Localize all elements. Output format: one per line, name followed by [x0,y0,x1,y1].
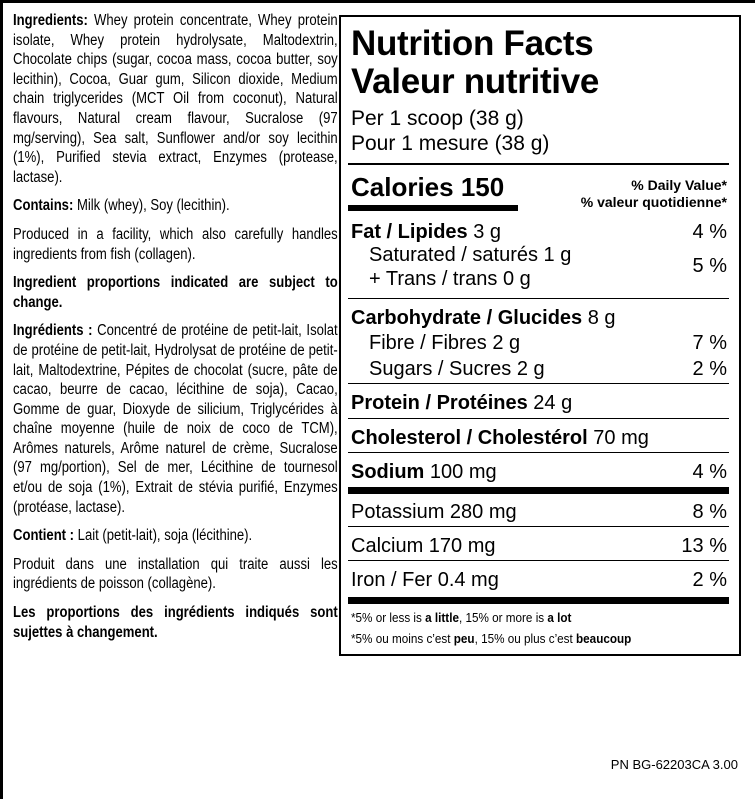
contains-fr-label: Contient : [13,527,75,545]
divider [348,383,729,384]
trans-label: + Trans / trans 0 g [369,268,531,290]
fibre-dv: 7 % [692,332,727,354]
row-protein: Protein / Protéines 24 g [351,391,727,415]
fat-amount: 3 g [467,221,502,243]
saturated-label: Saturated / saturés 1 g [369,244,572,266]
row-fibre: Fibre / Fibres 2 g 7 % [369,331,727,355]
divider [348,560,729,561]
sat-trans-dv: 5 % [692,255,727,277]
row-fat: Fat / Lipides 3 g 4 % [351,220,727,244]
foot-en-c: , 15% or more is [458,610,548,625]
divider [348,526,729,527]
nutrition-facts-panel: Nutrition Facts Valeur nutritive Per 1 s… [339,15,741,656]
iron-label: Iron / Fer 0.4 mg [351,569,499,591]
title-en: Nutrition Facts [351,24,594,63]
row-sodium: Sodium 100 mg 4 % [351,460,727,484]
divider [348,298,729,299]
divider [348,452,729,453]
sugars-dv: 2 % [692,358,727,380]
facility-en: Produced in a facility, which also caref… [13,225,338,263]
ingredients-fr-label: Ingrédients : [13,322,93,340]
ingredients-en: Ingredients: Whey protein concentrate, W… [13,11,338,187]
protein-amount: 24 g [527,392,573,414]
foot-fr-a: *5% ou moins c’est [351,631,454,646]
serving-en: Per 1 scoop (38 g) [351,107,524,130]
row-carbohydrate: Carbohydrate / Glucides 8 g [351,306,727,330]
ingredients-fr-text: Concentré de protéine de petit-lait, Iso… [13,322,338,516]
facility-fr: Produit dans une installation qui traite… [13,555,338,593]
potassium-label: Potassium 280 mg [351,501,517,523]
sodium-amount: 100 mg [424,461,497,483]
carb-amount: 8 g [582,307,616,329]
notice-fr-text: Les proportions des ingrédients indiqués… [13,604,338,641]
carb-label: Carbohydrate / Glucides [351,307,583,329]
potassium-dv: 8 % [692,501,727,523]
thick-divider [348,597,729,604]
notice-en-text: Ingredient proportions indicated are sub… [13,274,338,311]
foot-fr-c: , 15% ou plus c’est [474,631,577,646]
top-border [0,0,755,3]
dv-header-fr: % valeur quotidienne* [580,194,727,210]
daily-value-header: % Daily Value* % valeur quotidienne* [581,177,727,211]
ingredients-fr: Ingrédients : Concentré de protéine de p… [13,321,338,517]
row-saturated: Saturated / saturés 1 g [369,243,727,267]
thick-divider [348,487,729,494]
foot-en-d: a lot [547,610,572,625]
sodium-label: Sodium [351,461,425,483]
calories: Calories 150 [351,172,505,202]
calories-bar [348,205,518,211]
dv-header-en: % Daily Value* [631,177,727,193]
foot-fr-d: beaucoup [576,631,632,646]
cholesterol-label: Cholesterol / Cholestérol [351,427,588,449]
calcium-dv: 13 % [681,535,727,557]
ingredients-en-text: Whey protein concentrate, Whey protein i… [13,12,338,186]
ingredients-en-label: Ingredients: [13,12,88,29]
fat-label: Fat / Lipides [351,221,468,243]
row-trans: + Trans / trans 0 g [369,267,727,291]
contains-en: Contains: Milk (whey), Soy (lecithin). [13,196,338,216]
divider [348,163,729,165]
row-iron: Iron / Fer 0.4 mg 2 % [351,568,727,592]
row-potassium: Potassium 280 mg 8 % [351,500,727,524]
contains-fr: Contient : Lait (petit-lait), soja (léci… [13,526,338,546]
notice-fr: Les proportions des ingrédients indiqués… [13,603,338,642]
contains-en-text: Milk (whey), Soy (lecithin). [73,197,230,215]
divider [348,418,729,419]
row-calcium: Calcium 170 mg 13 % [351,534,727,558]
foot-fr-b: peu [453,631,475,646]
protein-label: Protein / Protéines [351,392,528,414]
footnote-en: *5% or less is a little, 15% or more is … [351,607,571,628]
sugars-label: Sugars / Sucres 2 g [369,358,545,380]
footnote-fr: *5% ou moins c’est peu, 15% ou plus c’es… [351,628,631,649]
row-sugars: Sugars / Sucres 2 g 2 % [369,357,727,381]
contains-fr-text: Lait (petit-lait), soja (lécithine). [74,527,253,545]
foot-en-a: *5% or less is [351,610,426,625]
part-number: PN BG-62203CA 3.00 [610,757,738,772]
serving-fr: Pour 1 mesure (38 g) [351,132,550,155]
notice-en: Ingredient proportions indicated are sub… [13,273,338,312]
contains-en-label: Contains: [13,197,74,215]
title-fr: Valeur nutritive [351,62,600,101]
fibre-label: Fibre / Fibres 2 g [369,332,521,354]
left-border [0,0,3,799]
ingredients-column: Ingredients: Whey protein concentrate, W… [13,11,338,651]
iron-dv: 2 % [692,569,727,591]
fat-dv: 4 % [692,221,727,243]
sodium-dv: 4 % [692,461,727,483]
row-cholesterol: Cholesterol / Cholestérol 70 mg [351,426,727,450]
foot-en-b: a little [425,610,459,625]
cholesterol-amount: 70 mg [587,427,649,449]
calcium-label: Calcium 170 mg [351,535,496,557]
